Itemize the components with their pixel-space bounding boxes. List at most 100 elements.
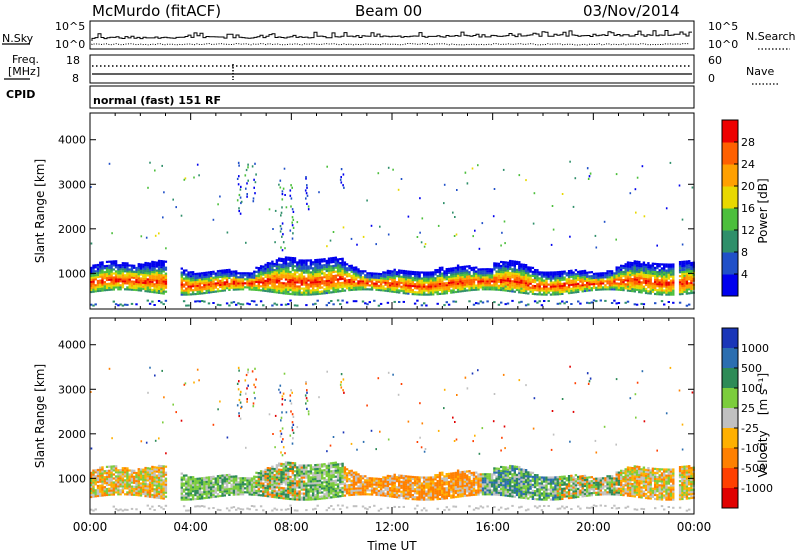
power-cell xyxy=(280,246,282,249)
velocity-cell xyxy=(191,490,195,493)
power-cell xyxy=(581,276,584,279)
velocity-cell xyxy=(248,487,251,490)
velocity-cell xyxy=(153,482,156,485)
power-cell xyxy=(633,272,636,275)
velocity-cell xyxy=(205,482,208,485)
velocity-cell xyxy=(214,491,217,494)
power-cell xyxy=(436,279,439,282)
power-cell xyxy=(323,282,326,285)
power-cell xyxy=(554,289,557,292)
power-cell xyxy=(558,287,562,290)
power-cell xyxy=(189,275,193,278)
power-cell xyxy=(273,277,276,280)
power-cell xyxy=(357,282,360,285)
power-cell xyxy=(660,267,664,270)
power-cell xyxy=(262,273,265,276)
power-cell xyxy=(640,271,643,274)
velocity-cell xyxy=(291,484,294,487)
power-cell xyxy=(681,284,684,288)
velocity-cell xyxy=(271,479,274,482)
power-cell xyxy=(139,269,143,272)
power-cell xyxy=(688,262,691,265)
power-cell xyxy=(423,275,426,278)
velocity-cell xyxy=(157,466,161,469)
velocity-cell xyxy=(262,488,265,491)
power-cell xyxy=(660,293,664,296)
velocity-cell xyxy=(257,488,260,491)
power-cell xyxy=(158,232,160,235)
velocity-cell xyxy=(296,466,299,469)
power-cell xyxy=(327,277,331,280)
power-cell xyxy=(284,303,288,306)
power-cell xyxy=(456,264,460,267)
power-cell xyxy=(660,269,664,272)
velocity-cell xyxy=(137,480,140,483)
power-cell xyxy=(447,275,451,278)
power-cell xyxy=(108,284,111,287)
power-cell xyxy=(232,282,236,285)
power-cell xyxy=(518,279,521,282)
power-cell xyxy=(244,286,247,289)
velocity-cell xyxy=(117,475,120,478)
power-cell xyxy=(284,268,288,271)
power-cell xyxy=(549,273,553,276)
power-cell xyxy=(339,290,342,293)
power-cell xyxy=(554,283,557,286)
power-cell xyxy=(429,277,433,280)
power-cell xyxy=(273,291,276,294)
power-cell xyxy=(196,300,199,303)
velocity-cell xyxy=(228,479,231,482)
power-cell xyxy=(198,272,202,275)
velocity-cell xyxy=(128,479,131,482)
velocity-cell xyxy=(259,494,263,497)
velocity-cell xyxy=(196,477,199,480)
power-cell xyxy=(151,274,154,278)
power-cell xyxy=(547,277,550,280)
power-cell xyxy=(314,259,317,262)
power-cell xyxy=(348,275,351,278)
power-cell xyxy=(493,274,496,277)
power-cell xyxy=(99,279,102,282)
power-cell xyxy=(205,287,208,290)
power-cell xyxy=(146,272,149,275)
power-cell xyxy=(348,269,351,272)
power-cell xyxy=(357,284,360,287)
power-cell xyxy=(198,278,202,281)
power-cell xyxy=(139,273,143,276)
power-cell xyxy=(253,286,256,289)
power-cell xyxy=(352,278,356,281)
power-cell xyxy=(293,261,297,264)
velocity-cell xyxy=(228,491,231,494)
power-cell xyxy=(266,282,270,285)
power-cell xyxy=(352,286,356,289)
power-cell xyxy=(450,273,453,276)
power-cell xyxy=(685,288,689,291)
velocity-cell xyxy=(298,474,301,477)
velocity-cell xyxy=(146,475,149,478)
power-cell xyxy=(678,287,682,290)
power-cell xyxy=(280,291,283,295)
power-cell xyxy=(615,284,618,287)
power-cell xyxy=(334,286,337,289)
power-cell xyxy=(688,266,691,269)
power-cell xyxy=(291,283,294,286)
power-cell xyxy=(624,279,627,282)
power-cell xyxy=(656,279,659,282)
velocity-cell xyxy=(273,507,276,510)
power-cell xyxy=(581,274,584,277)
velocity-cell xyxy=(273,496,276,499)
power-cell xyxy=(350,270,353,273)
velocity-cell xyxy=(271,485,274,488)
power-cell xyxy=(302,277,306,280)
velocity-cell xyxy=(148,489,152,492)
velocity-cell xyxy=(126,479,129,482)
velocity-cell xyxy=(309,472,313,475)
power-cell xyxy=(362,235,365,238)
power-cell xyxy=(626,263,630,266)
power-cell xyxy=(221,271,224,274)
velocity-cell xyxy=(157,486,161,489)
power-cell xyxy=(196,278,199,281)
power-cell xyxy=(101,261,104,264)
power-cell xyxy=(538,285,541,288)
power-cell xyxy=(638,287,641,290)
